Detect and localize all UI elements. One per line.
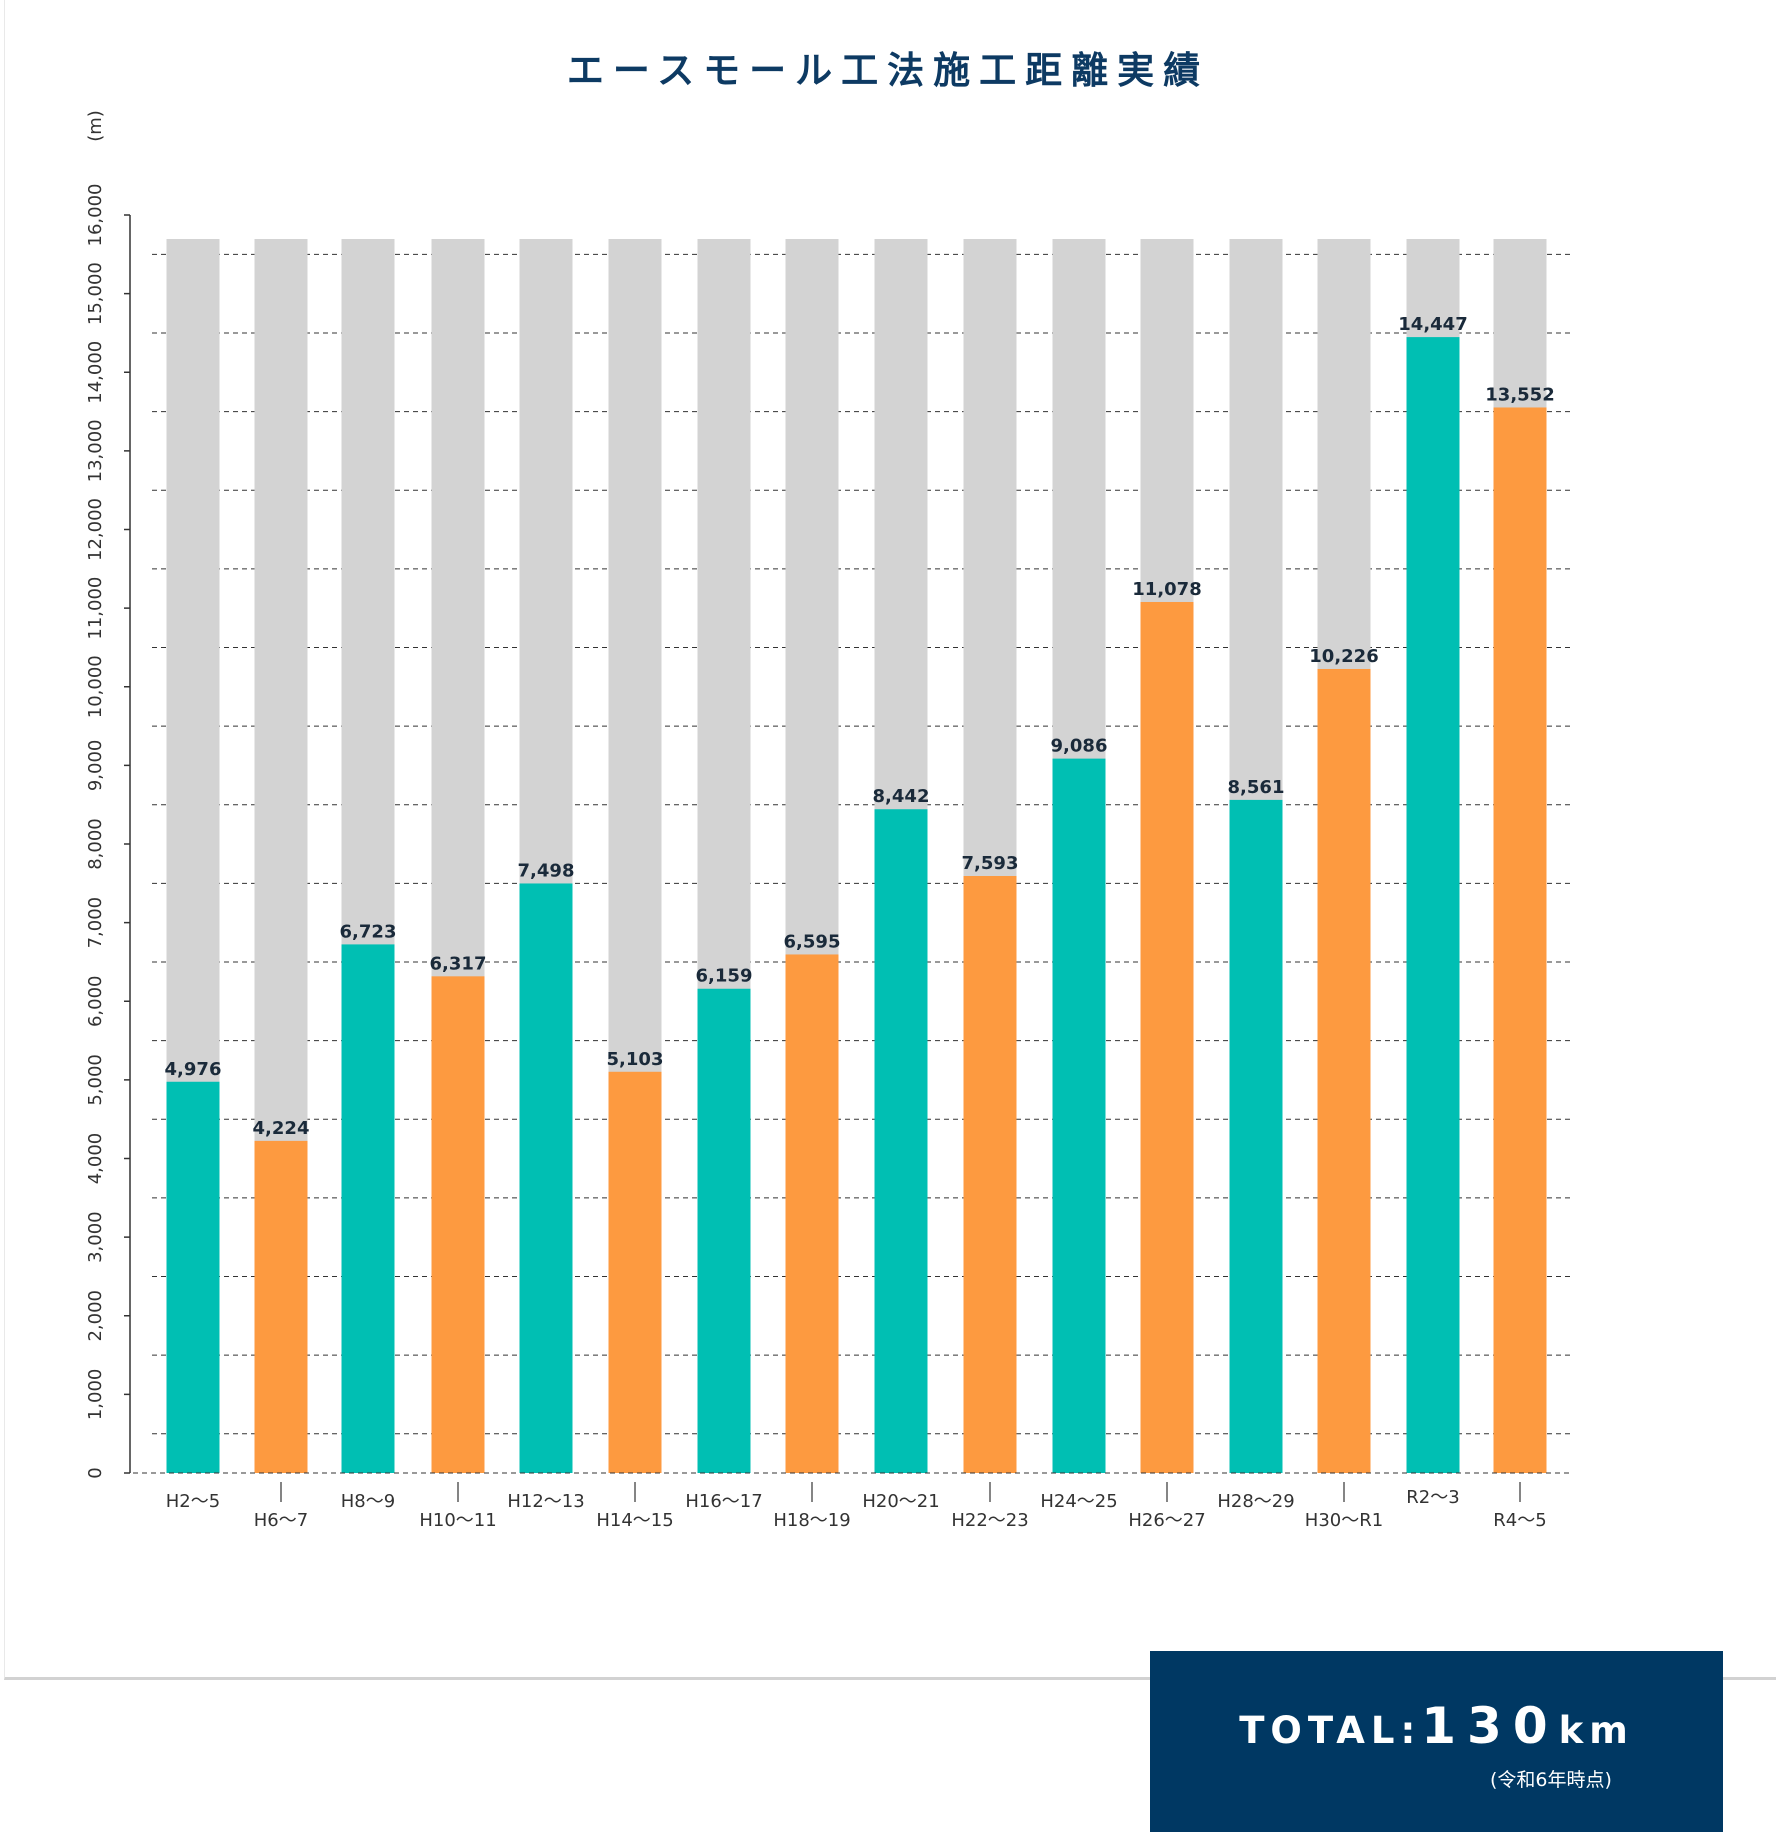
total-unit: km xyxy=(1558,1709,1634,1752)
y-tick-label: 1,000 xyxy=(85,1369,106,1421)
data-label: 5,103 xyxy=(607,1049,664,1070)
bar-chart: (m) 0 1,000 2,000 3,000 4,000 5,000 6,000 7,000… xyxy=(85,110,1572,1531)
y-tick-label: 15,000 xyxy=(85,262,106,325)
data-label: 13,552 xyxy=(1485,384,1554,405)
data-bar xyxy=(166,1081,220,1473)
total-note: (令和6年時点) xyxy=(1490,1769,1612,1791)
category-label: H16〜17 xyxy=(685,1491,762,1512)
data-label: 14,447 xyxy=(1398,314,1467,335)
data-label: 6,595 xyxy=(784,931,841,952)
data-label: 4,224 xyxy=(253,1118,310,1139)
data-label: 7,593 xyxy=(962,853,1019,874)
total-label: TOTAL: xyxy=(1239,1709,1422,1752)
data-label: 8,561 xyxy=(1228,777,1285,798)
data-bar xyxy=(963,876,1017,1473)
y-tick-label: 5,000 xyxy=(85,1054,106,1106)
category-label: H30〜R1 xyxy=(1305,1510,1383,1531)
data-bar xyxy=(874,809,928,1473)
y-tick-label: 11,000 xyxy=(85,577,106,640)
category-label: H2〜5 xyxy=(166,1491,220,1512)
data-bar xyxy=(1406,337,1460,1473)
category-label: R4〜5 xyxy=(1493,1510,1546,1531)
data-bar xyxy=(1229,799,1283,1473)
data-bar xyxy=(1140,601,1194,1473)
y-tick-label: 6,000 xyxy=(85,975,106,1027)
y-tick-label: 14,000 xyxy=(85,341,106,404)
data-label: 6,317 xyxy=(430,953,487,974)
category-label: H26〜27 xyxy=(1128,1510,1205,1531)
total-distance-text: TOTAL:130km xyxy=(1150,1697,1723,1755)
category-label: H14〜15 xyxy=(596,1510,673,1531)
y-tick-label: 10,000 xyxy=(85,655,106,718)
total-value: 130 xyxy=(1421,1697,1559,1755)
y-tick-label: 13,000 xyxy=(85,419,106,482)
data-bar xyxy=(254,1140,308,1473)
category-label: H12〜13 xyxy=(507,1491,584,1512)
data-label: 6,723 xyxy=(340,921,397,942)
y-tick-label: 0 xyxy=(85,1467,106,1478)
data-label: 10,226 xyxy=(1309,646,1378,667)
y-tick-label: 4,000 xyxy=(85,1133,106,1185)
y-tick-label: 3,000 xyxy=(85,1211,106,1263)
category-label: H20〜21 xyxy=(862,1491,939,1512)
data-label: 11,078 xyxy=(1132,579,1201,600)
total-distance-box: TOTAL:130km (令和6年時点) xyxy=(1150,1651,1723,1832)
data-label: 9,086 xyxy=(1051,736,1108,757)
y-tick-label: 9,000 xyxy=(85,740,106,792)
data-label: 4,976 xyxy=(165,1059,222,1080)
category-label: H24〜25 xyxy=(1040,1491,1117,1512)
data-bar xyxy=(1052,758,1106,1473)
category-label: H18〜19 xyxy=(773,1510,850,1531)
data-bar xyxy=(697,988,751,1473)
data-bar xyxy=(1317,668,1371,1473)
category-label: R2〜3 xyxy=(1406,1487,1459,1508)
y-tick-label: 2,000 xyxy=(85,1290,106,1342)
y-tick-label: 7,000 xyxy=(85,897,106,949)
data-bar xyxy=(785,954,839,1473)
y-tick-label: 8,000 xyxy=(85,818,106,870)
category-label: H22〜23 xyxy=(951,1510,1028,1531)
chart-title: エースモール工法施工距離実績 xyxy=(566,49,1210,92)
data-label: 7,498 xyxy=(518,860,575,881)
category-label: H6〜7 xyxy=(254,1510,308,1531)
data-bar xyxy=(1493,407,1547,1473)
category-label: H28〜29 xyxy=(1217,1491,1294,1512)
data-bar xyxy=(341,944,395,1473)
category-label: H8〜9 xyxy=(341,1491,395,1512)
data-label: 6,159 xyxy=(696,966,753,987)
data-bar xyxy=(431,976,485,1473)
y-axis-unit-label: (m) xyxy=(85,110,106,142)
data-bar xyxy=(519,883,573,1473)
category-label: H10〜11 xyxy=(419,1510,496,1531)
y-tick-label: 12,000 xyxy=(85,498,106,561)
data-bar xyxy=(608,1071,662,1473)
data-label: 8,442 xyxy=(873,786,930,807)
y-tick-label: 16,000 xyxy=(85,184,106,247)
